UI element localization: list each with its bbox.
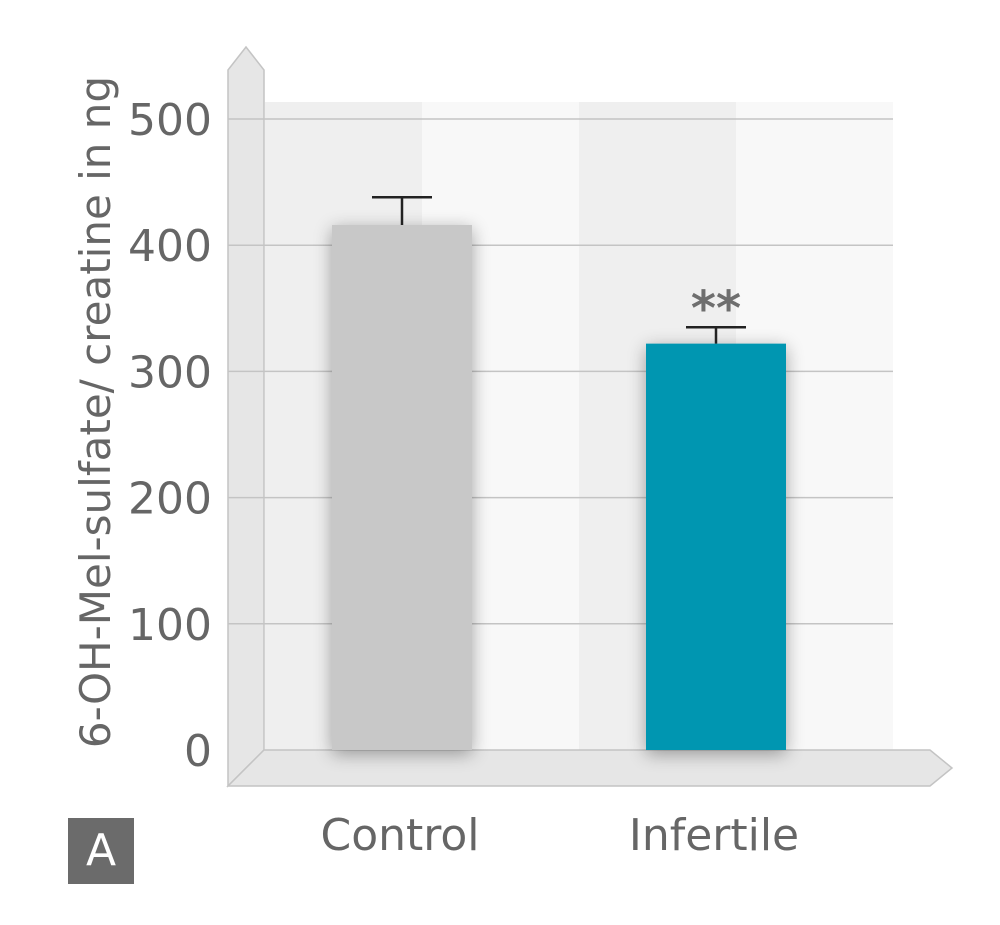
bar: [332, 225, 472, 750]
x-tick-label: Infertile: [629, 810, 799, 861]
x-tick-labels: Control Infertile: [320, 810, 799, 861]
y-tick-label: 100: [128, 600, 212, 651]
y-tick-label: 0: [184, 726, 212, 777]
significance-marker: **: [691, 281, 741, 337]
x-axis-floor: [226, 749, 954, 787]
y-tick-label: 300: [128, 347, 212, 398]
x-tick-label: Control: [320, 810, 479, 861]
y-tick-label: 500: [128, 95, 212, 146]
y-tick-labels: 0 100 200 300 400 500: [128, 95, 212, 777]
bars: **: [332, 195, 786, 750]
bar: [646, 343, 786, 750]
y-tick-label: 200: [128, 474, 212, 525]
y-axis-wall: [227, 45, 265, 788]
panel-label: A: [68, 818, 134, 884]
y-tick-label: 400: [128, 221, 212, 272]
y-axis-title: 6-OH-Mel-sulfate/ creatine in ng: [71, 76, 120, 748]
